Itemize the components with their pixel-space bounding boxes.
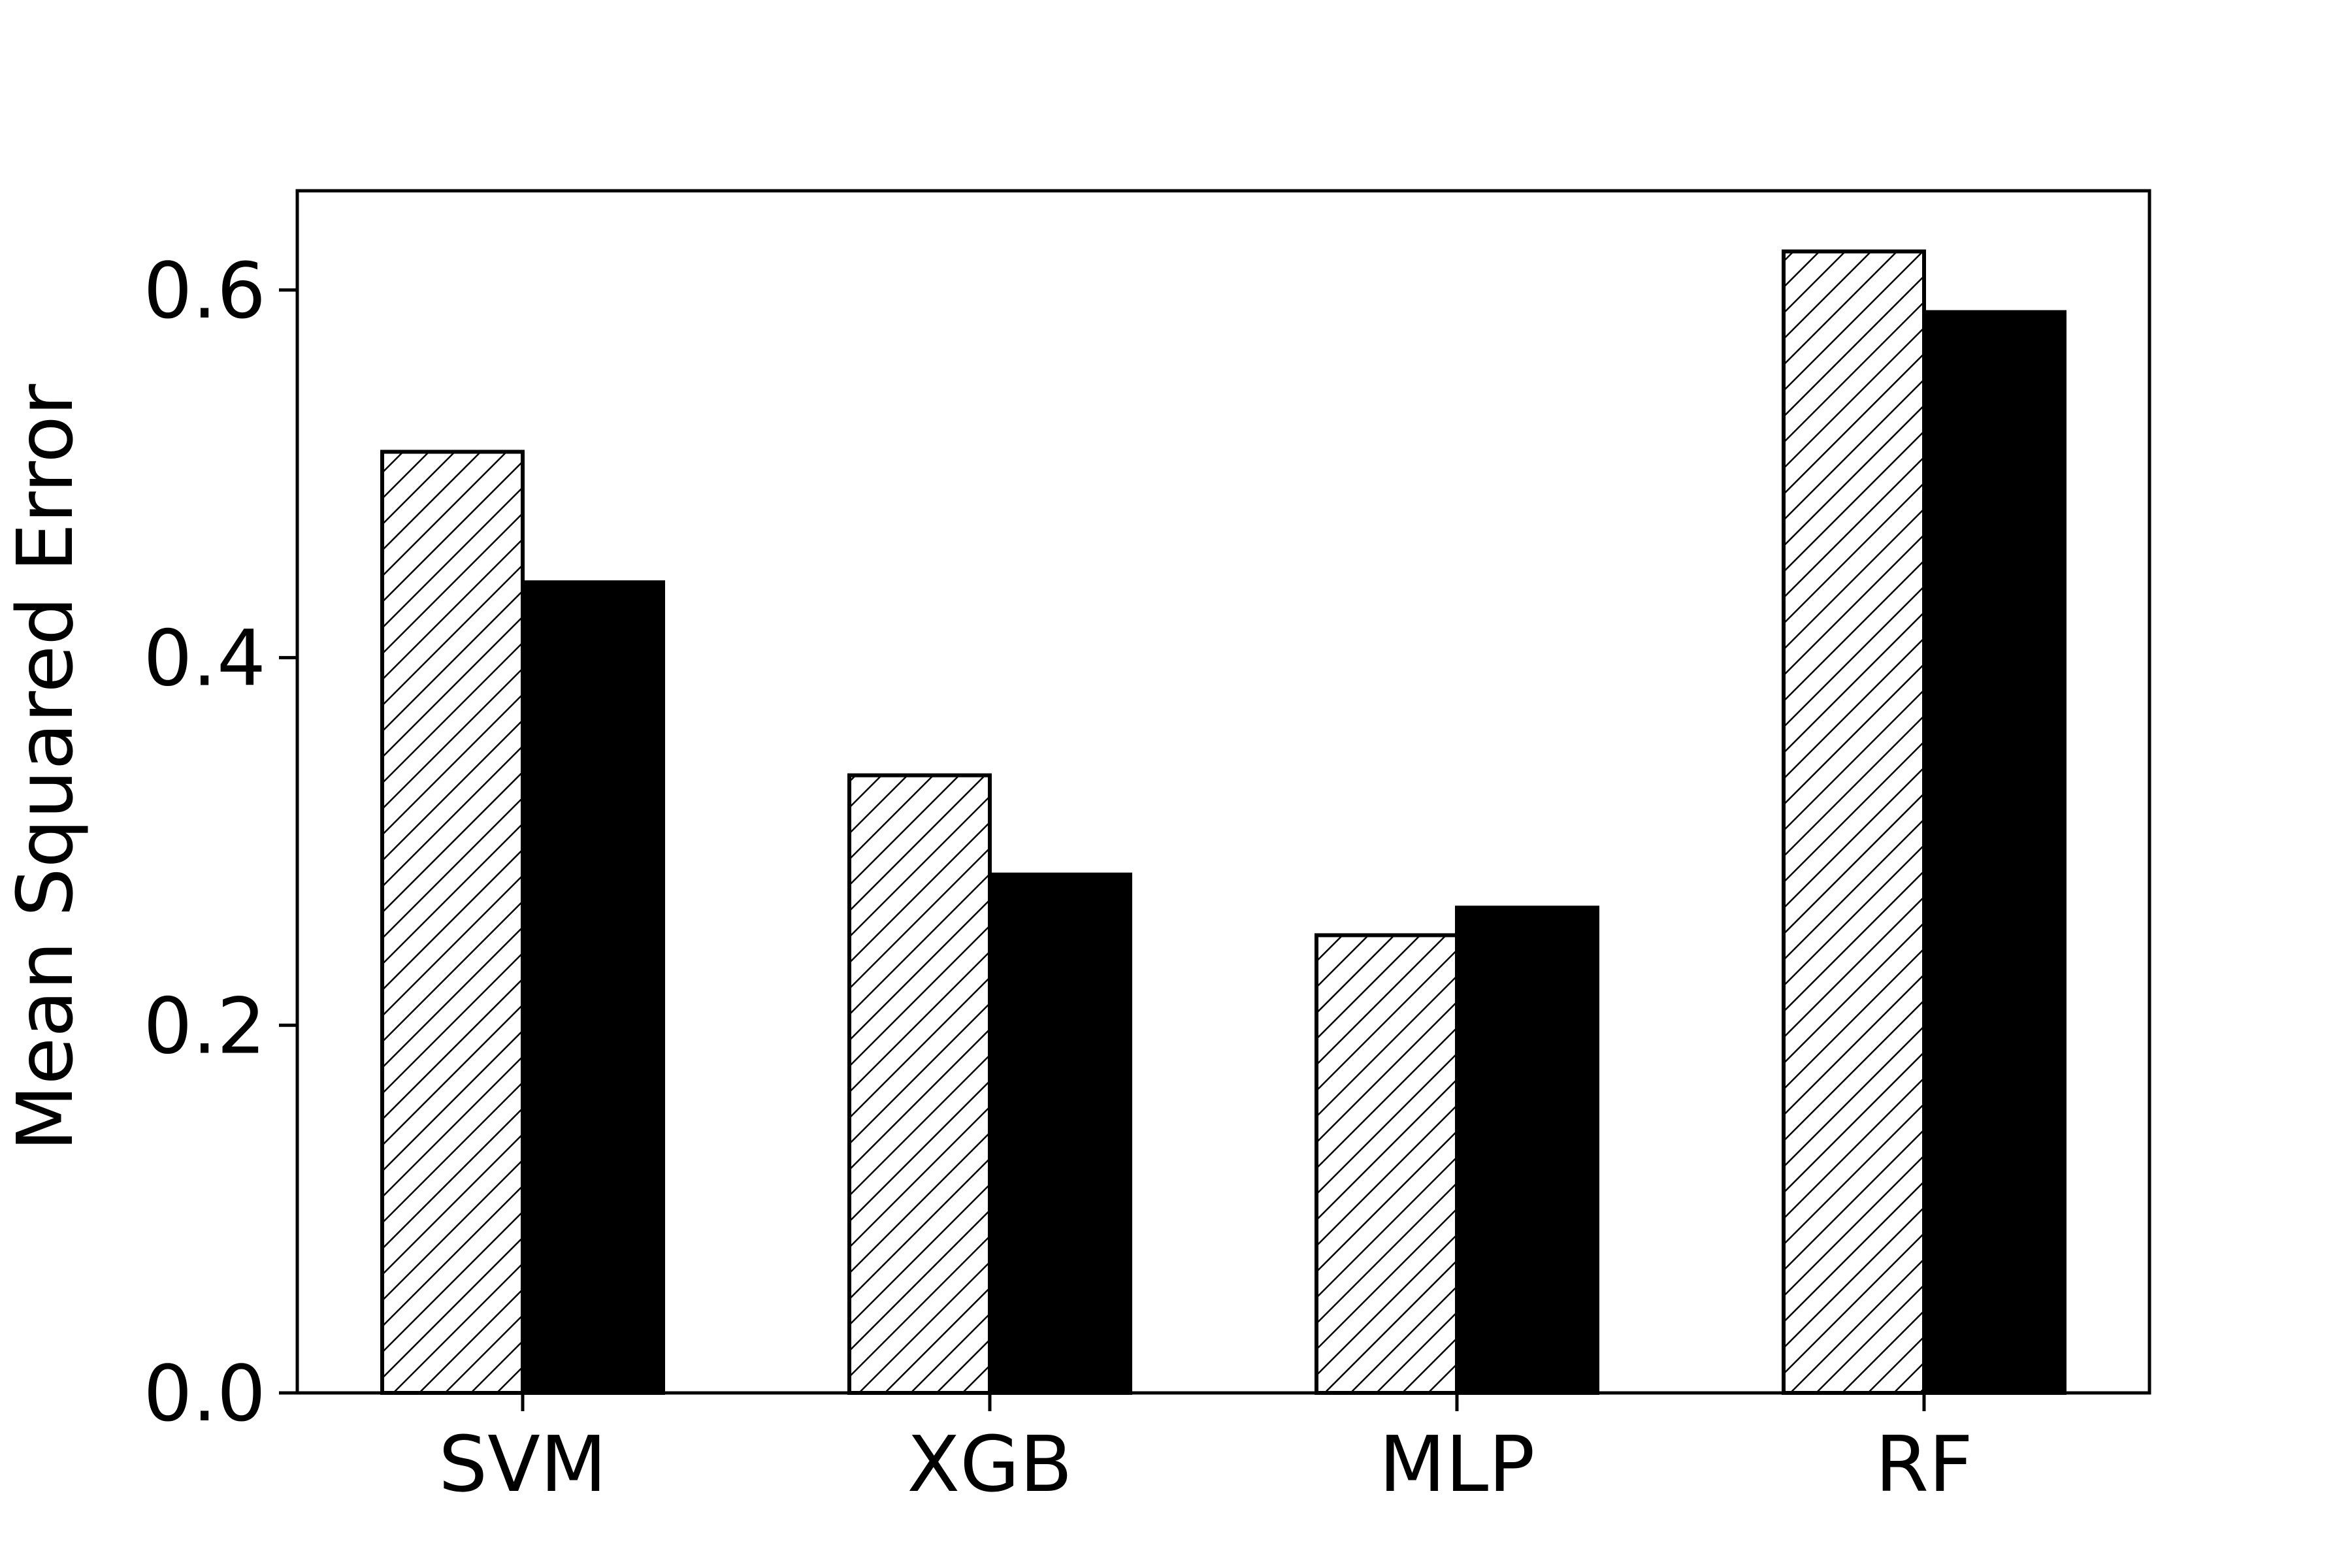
bar-svm-series-2 bbox=[521, 580, 665, 1395]
bar-xgb-series-2 bbox=[988, 872, 1132, 1395]
bar-rf-series-1 bbox=[1782, 249, 1926, 1396]
plot-area: 0.0 0.2 0.4 0.6 SVM XGB MLP RF bbox=[143, 189, 2151, 1509]
bar-rf-series-2 bbox=[1922, 310, 2066, 1395]
y-tick-label: 0.6 bbox=[143, 246, 266, 336]
x-tick-label: RF bbox=[1875, 1419, 1973, 1509]
x-tick-label: MLP bbox=[1379, 1419, 1535, 1509]
y-tick-label: 0.0 bbox=[143, 1348, 266, 1439]
y-tick-label: 0.4 bbox=[143, 613, 266, 704]
plot-frame bbox=[295, 189, 2151, 1395]
bar-mlp-series-1 bbox=[1315, 933, 1459, 1396]
y-tick-label: 0.2 bbox=[143, 981, 266, 1071]
bar-xgb-series-1 bbox=[847, 773, 992, 1396]
x-tick-label: XGB bbox=[907, 1419, 1072, 1509]
bar-svm-series-1 bbox=[380, 449, 525, 1395]
y-axis-label: Mean Squared Error bbox=[0, 384, 90, 1151]
bar-mlp-series-2 bbox=[1455, 906, 1599, 1395]
x-tick-label: SVM bbox=[438, 1419, 606, 1509]
